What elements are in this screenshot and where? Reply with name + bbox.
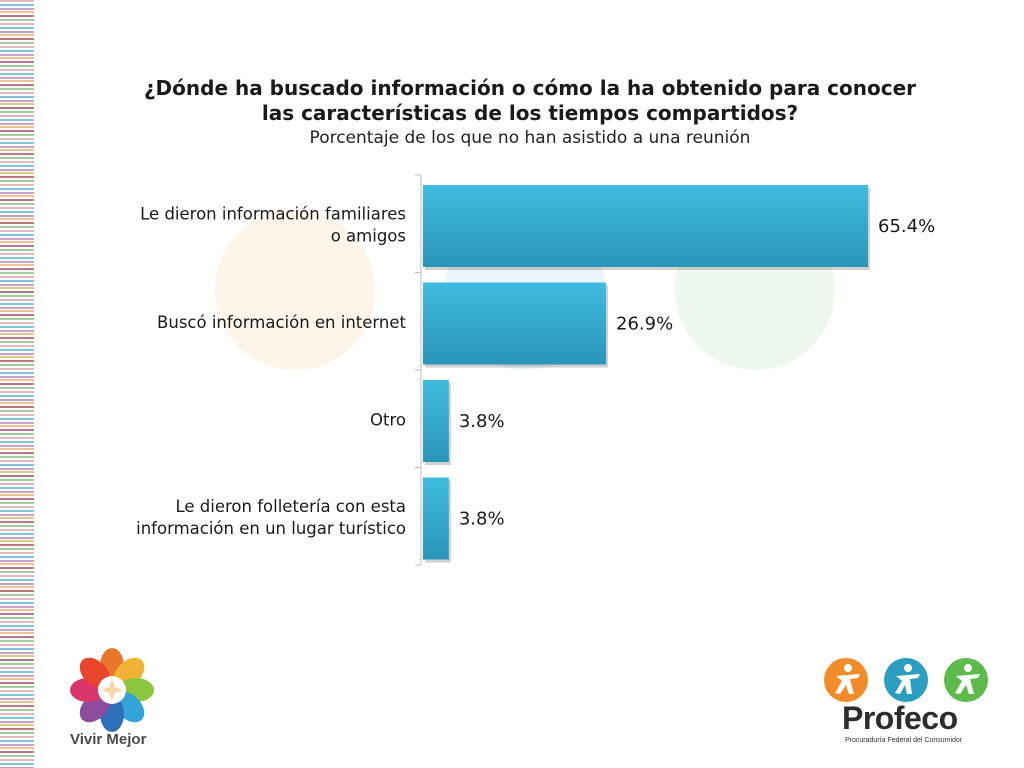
profeco-logo-text: Profeco: [842, 700, 958, 736]
profeco-logo-subtitle: Procuraduría Federal del Consumidor: [845, 737, 963, 744]
bar: [423, 380, 449, 462]
decorative-stripe-border: [0, 0, 34, 768]
bar-value-label: 3.8%: [459, 411, 505, 432]
chart-title-line-2: las características de los tiempos compa…: [261, 101, 799, 125]
bar: [423, 477, 449, 560]
profeco-figures-logo: [824, 658, 988, 702]
bar: [423, 282, 607, 365]
category-label: Buscó información en internet: [157, 313, 406, 332]
vivir-mejor-flower-logo: [70, 648, 154, 732]
category-label: o amigos: [331, 227, 406, 246]
vivir-mejor-logo-text: Vivir Mejor: [70, 731, 147, 748]
chart-title-block: ¿Dónde ha buscado información o cómo la …: [60, 76, 1000, 150]
bar-value-label: 3.8%: [459, 509, 505, 530]
bar-value-label: 26.9%: [616, 314, 673, 335]
category-label: Le dieron folletería con esta: [176, 497, 407, 516]
category-label: información en un lugar turístico: [136, 519, 406, 538]
chart-title-line-1: ¿Dónde ha buscado información o cómo la …: [143, 76, 917, 100]
bar-value-label: 65.4%: [878, 216, 935, 237]
chart-subtitle: Porcentaje de los que no han asistido a …: [309, 128, 751, 148]
category-label: Le dieron información familiares: [140, 205, 406, 224]
category-label: Otro: [370, 411, 406, 430]
bar: [423, 185, 868, 267]
